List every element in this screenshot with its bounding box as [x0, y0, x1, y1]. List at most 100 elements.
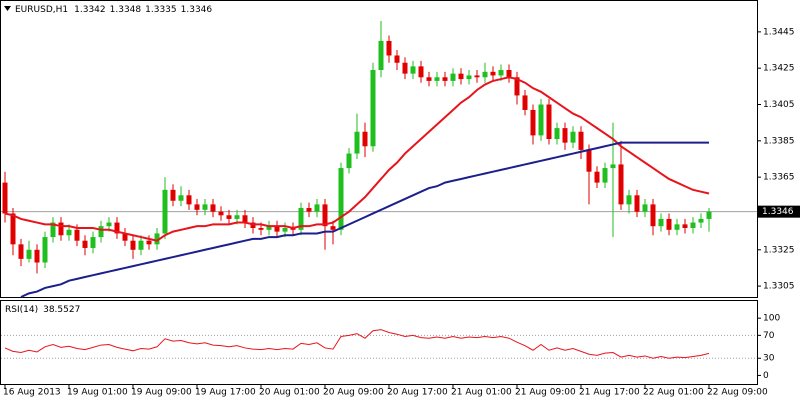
candle-body: [338, 168, 344, 230]
candle-body: [570, 131, 576, 143]
x-tick-label: 16 Aug 2013: [3, 388, 61, 398]
indicator-value: 38.5527: [43, 305, 80, 315]
candle-body: [362, 131, 368, 147]
candle-body: [658, 218, 664, 227]
candle-body: [402, 62, 408, 74]
candle-body: [202, 204, 208, 210]
candle-body: [370, 70, 376, 147]
candle-body: [90, 237, 96, 248]
y-tick-label: 1.3385: [763, 136, 795, 146]
y-tick-label: 1.3305: [763, 282, 795, 292]
candle-body: [578, 131, 584, 150]
candle-body: [274, 226, 280, 232]
candle-body: [562, 128, 568, 143]
indicator-name: RSI(14): [5, 305, 38, 315]
candle-body: [410, 66, 416, 74]
candle-body: [602, 168, 608, 183]
header-open: 1.3342: [74, 5, 106, 15]
current-price-box: [758, 205, 800, 218]
candle-body: [58, 222, 64, 236]
x-tick-label: 19 Aug 17:00: [195, 388, 256, 398]
candle-body: [434, 77, 440, 81]
candle-body: [474, 75, 480, 78]
candle-body: [538, 104, 544, 136]
indicator-y-tick-label: 30: [763, 354, 775, 364]
candle-body: [682, 224, 688, 228]
candle-body: [530, 109, 536, 136]
candle-body: [106, 222, 112, 227]
candle-body: [178, 195, 184, 201]
candle-body: [450, 73, 456, 81]
indicator-y-tick-label: 0: [763, 371, 769, 381]
candle-body: [554, 128, 560, 140]
candle-body: [586, 149, 592, 172]
x-tick-label: 21 Aug 17:00: [579, 388, 640, 398]
candle-body: [378, 40, 384, 71]
candle-body: [466, 75, 472, 80]
candle-body: [698, 218, 704, 223]
indicator-header: RSI(14) 38.5527: [5, 305, 80, 315]
candle-body: [42, 237, 48, 263]
candle-body: [10, 213, 16, 245]
x-tick-label: 20 Aug 17:00: [387, 388, 448, 398]
candle-body: [354, 131, 360, 154]
candle-body: [394, 55, 400, 63]
header-close: 1.3346: [181, 5, 213, 15]
candle-body: [282, 227, 288, 232]
candle-body: [626, 195, 632, 205]
candle-body: [298, 208, 304, 230]
candle-body: [482, 71, 488, 78]
x-tick-label: 20 Aug 01:00: [259, 388, 320, 398]
candle-body: [666, 218, 672, 230]
candle-body: [458, 73, 464, 80]
candle-body: [226, 215, 232, 219]
candle-body: [162, 189, 168, 234]
candle-body: [130, 240, 136, 250]
candle-body: [34, 249, 40, 263]
y-tick-label: 1.3445: [763, 27, 795, 37]
candle-body: [514, 77, 520, 96]
candle-body: [18, 244, 24, 259]
indicator-panel: [0, 300, 758, 385]
candle-body: [634, 195, 640, 212]
candle-body: [242, 215, 248, 223]
candle-body: [50, 222, 56, 238]
candle-body: [138, 240, 144, 250]
indicator-y-tick-label: 70: [763, 331, 775, 341]
current-price-label: 1.3346: [762, 207, 794, 217]
y-tick-label: 1.3425: [763, 64, 795, 74]
candle-body: [386, 40, 392, 56]
candle-body: [66, 229, 72, 236]
candle-body: [426, 77, 432, 81]
candle-body: [674, 224, 680, 230]
dropdown-icon: [4, 6, 11, 11]
y-tick-label: 1.3365: [763, 173, 795, 183]
candle-body: [498, 70, 504, 76]
indicator-line: [4, 329, 710, 359]
candle-body: [610, 164, 616, 169]
x-tick-label: 19 Aug 01:00: [67, 388, 128, 398]
candle-body: [26, 249, 32, 259]
candle-body: [146, 240, 152, 245]
candle-body: [594, 171, 600, 183]
candle-body: [266, 226, 272, 230]
candle-body: [98, 226, 104, 238]
x-tick-label: 19 Aug 09:00: [131, 388, 192, 398]
x-tick-label: 21 Aug 01:00: [451, 388, 512, 398]
candle-body: [490, 71, 496, 76]
candle-body: [322, 204, 328, 227]
candle-body: [346, 153, 352, 169]
moving-average-line: [4, 76, 710, 242]
candle-body: [2, 182, 8, 214]
candle-body: [210, 204, 216, 212]
y-tick-label: 1.3325: [763, 245, 795, 255]
header-low: 1.3335: [145, 5, 177, 15]
candle-body: [194, 204, 200, 210]
y-tick-label: 1.3405: [763, 100, 795, 110]
chart-header: EURUSD,H1 1.3342 1.3348 1.3335 1.3346: [15, 5, 212, 15]
candle-body: [418, 66, 424, 78]
x-tick-label: 22 Aug 01:00: [643, 388, 704, 398]
candle-body: [506, 70, 512, 78]
candle-body: [234, 215, 240, 219]
